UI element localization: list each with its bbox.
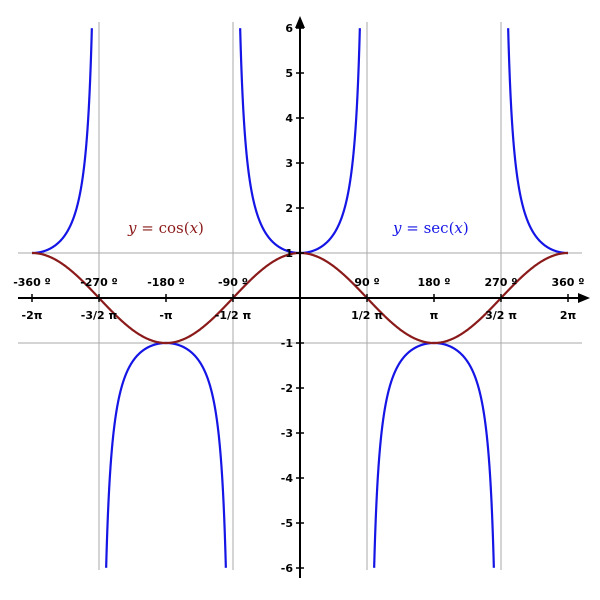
x-tick-label-radians: -1/2 π <box>215 309 252 322</box>
y-tick-label: -1 <box>281 337 293 350</box>
axes <box>18 16 590 578</box>
x-tick-label-degrees: 360 º <box>552 276 585 289</box>
x-tick-label-degrees: -360 º <box>13 276 51 289</box>
x-tick-label-radians: -3/2 π <box>81 309 118 322</box>
y-tick-label: -4 <box>281 472 294 485</box>
x-tick-label-radians: 2π <box>560 309 577 322</box>
x-tick-label-radians: 3/2 π <box>485 309 517 322</box>
y-tick-label: 3 <box>285 157 293 170</box>
y-tick-label: 2 <box>285 202 293 215</box>
x-tick-label-radians: 1/2 π <box>351 309 383 322</box>
x-tick-label-degrees: -180 º <box>147 276 185 289</box>
y-tick-label: -3 <box>281 427 293 440</box>
x-tick-label-radians: π <box>430 309 439 322</box>
x-tick-label-degrees: -90 º <box>218 276 248 289</box>
x-tick-label-degrees: 180 º <box>418 276 451 289</box>
x-tick-label-degrees: -270 º <box>80 276 118 289</box>
y-tick-label: 1 <box>285 247 293 260</box>
y-tick-label: 6 <box>285 22 293 35</box>
x-tick-label-degrees: 90 º <box>354 276 379 289</box>
y-tick-label: 5 <box>285 67 293 80</box>
cos-curve-label: y = cos(x) <box>127 219 204 237</box>
x-tick-label-radians: -2π <box>22 309 43 322</box>
x-tick-label-degrees: 270 º <box>485 276 518 289</box>
y-tick-label: 4 <box>285 112 293 125</box>
y-axis-arrow <box>295 16 305 28</box>
y-tick-label: -6 <box>281 562 294 575</box>
x-axis-arrow <box>578 293 590 303</box>
y-tick-label: -2 <box>281 382 293 395</box>
sec-curve-label: y = sec(x) <box>392 219 469 237</box>
tick-labels: 6 5 4 3 2 1 -1 -2 -3 -4 -5 -6 -2π -3/2 π -π -1/2 π 1/2 π… <box>13 22 584 575</box>
x-tick-label-radians: -π <box>159 309 173 322</box>
y-tick-label: -5 <box>281 517 293 530</box>
